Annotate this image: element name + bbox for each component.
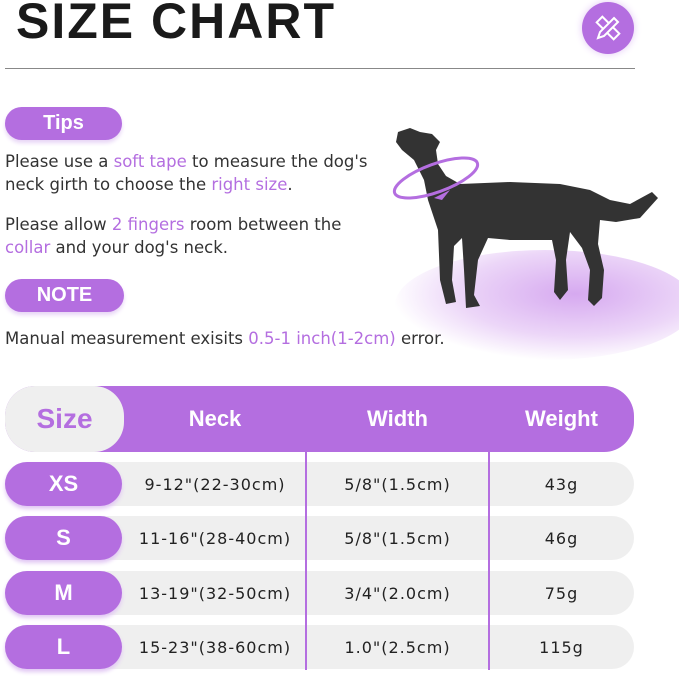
tips-badge: Tips bbox=[5, 107, 122, 140]
neck-cell: 11-16"(28-40cm) bbox=[138, 528, 292, 548]
header-neck: Neck bbox=[188, 406, 242, 431]
text: and your dog's neck. bbox=[50, 238, 229, 257]
column-divider bbox=[488, 386, 490, 670]
width-cell: 5/8"(1.5cm) bbox=[344, 474, 451, 494]
column-divider bbox=[305, 386, 307, 670]
note-badge: NOTE bbox=[5, 279, 124, 312]
width-cell: 1.0"(2.5cm) bbox=[344, 637, 451, 657]
header-width: Width bbox=[367, 406, 428, 431]
ruler-pencil-icon bbox=[582, 2, 634, 54]
weight-cell: 115g bbox=[539, 637, 584, 657]
neck-cell: 13-19"(32-50cm) bbox=[138, 583, 292, 603]
note-text: Manual measurement exisits 0.5-1 inch(1-… bbox=[5, 327, 505, 350]
weight-cell: 75g bbox=[544, 583, 579, 603]
tips-paragraph-1: Please use a soft tape to measure the do… bbox=[5, 150, 385, 196]
size-label: XS bbox=[5, 462, 122, 506]
width-cell: 5/8"(1.5cm) bbox=[344, 528, 451, 548]
text: Please use a bbox=[5, 152, 114, 171]
page-title: SIZE CHART bbox=[16, 0, 336, 49]
dog-silhouette-image bbox=[392, 128, 658, 308]
highlight: soft tape bbox=[113, 152, 187, 171]
highlight: 0.5-1 inch(1-2cm) bbox=[248, 329, 396, 348]
text: . bbox=[287, 175, 293, 194]
neck-cell: 9-12"(22-30cm) bbox=[144, 474, 286, 494]
text: to measure the dog's neck girth to choos… bbox=[5, 152, 368, 194]
tips-paragraph-2: Please allow 2 fingers room between the … bbox=[5, 213, 365, 259]
highlight: 2 fingers bbox=[111, 215, 185, 234]
header-weight: Weight bbox=[525, 406, 598, 431]
header-size: Size bbox=[5, 386, 124, 452]
weight-cell: 43g bbox=[544, 474, 579, 494]
weight-cell: 46g bbox=[544, 528, 579, 548]
text: Manual measurement exisits bbox=[5, 329, 249, 348]
divider bbox=[5, 68, 635, 69]
text: room between the bbox=[184, 215, 342, 234]
size-label: L bbox=[5, 625, 122, 669]
width-cell: 3/4"(2.0cm) bbox=[344, 583, 451, 603]
neck-cell: 15-23"(38-60cm) bbox=[138, 637, 292, 657]
size-label: M bbox=[5, 571, 122, 615]
size-label: S bbox=[5, 516, 122, 560]
highlight: right size bbox=[211, 175, 288, 194]
text: Please allow bbox=[5, 215, 112, 234]
highlight: collar bbox=[5, 238, 51, 257]
